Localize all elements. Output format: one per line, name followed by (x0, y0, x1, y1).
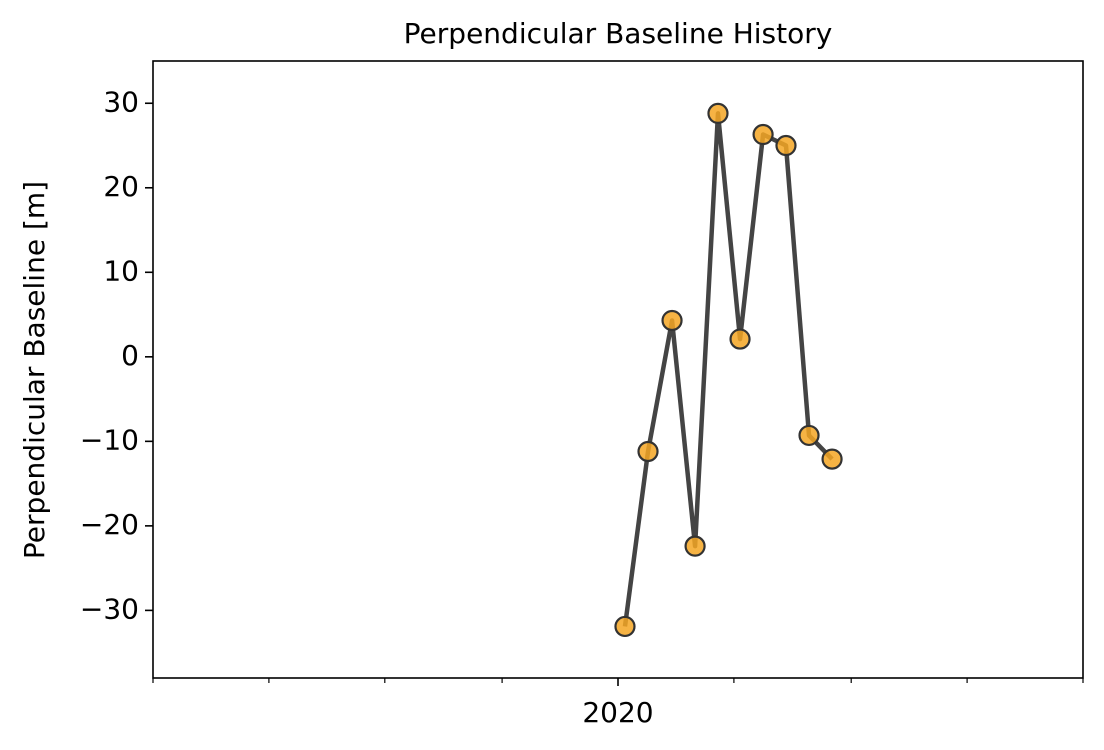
data-point (614, 615, 636, 638)
y-tick-label: 0 (121, 339, 139, 372)
y-tick-label: 30 (103, 85, 139, 118)
data-point (775, 134, 797, 157)
y-tick-label: −20 (80, 508, 139, 541)
data-point (637, 440, 659, 463)
data-point (661, 309, 683, 332)
x-tick-label: 2020 (582, 696, 653, 729)
data-point (707, 102, 729, 125)
chart-title: Perpendicular Baseline History (404, 17, 833, 50)
data-point (684, 535, 706, 557)
y-tick-label: 20 (103, 170, 139, 203)
y-tick-label: −10 (80, 423, 139, 456)
y-tick-label: 10 (103, 254, 139, 287)
data-point (798, 424, 820, 447)
y-axis-label: Perpendicular Baseline [m] (18, 181, 51, 559)
data-point (752, 123, 774, 146)
series-line (622, 111, 834, 627)
y-tick-label: −30 (80, 592, 139, 625)
data-point (729, 328, 751, 350)
plot-frame (152, 60, 1084, 679)
data-point (821, 448, 843, 470)
